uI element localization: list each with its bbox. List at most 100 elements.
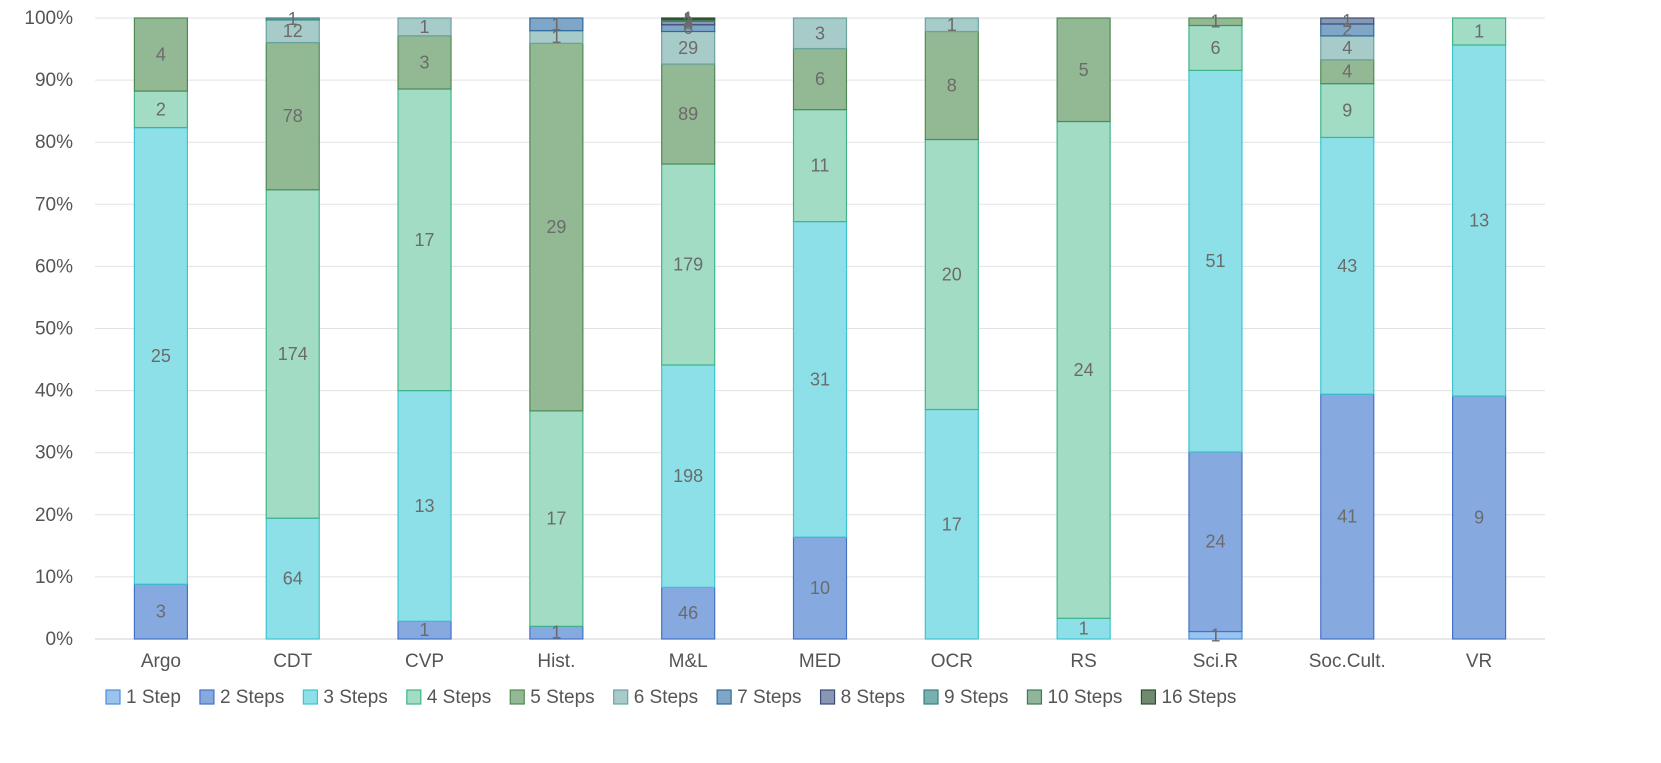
- bar-segment-ocr-3-steps: [924, 408, 979, 640]
- data-label-mandl-16-steps: 1: [683, 9, 693, 29]
- legend-item-3-steps: 3 Steps: [302, 687, 388, 708]
- data-label-hist-7-steps: 1: [551, 14, 561, 34]
- legend-item-2-steps: 2 Steps: [199, 687, 284, 708]
- data-label-sci-r-3-steps: 51: [1205, 251, 1225, 271]
- legend-swatch: [105, 689, 121, 705]
- bar-segment-sci-r-4-steps: [1188, 24, 1243, 71]
- data-label-vr-2-steps: 9: [1474, 508, 1484, 528]
- y-tick-label: 0%: [46, 629, 74, 650]
- data-label-argo-5-steps: 4: [156, 45, 166, 65]
- legend-item-7-steps: 7 Steps: [716, 687, 802, 708]
- data-label-sci-r-1-step: 1: [1210, 625, 1220, 645]
- data-label-rs-4-steps: 24: [1074, 360, 1094, 380]
- data-label-argo-3-steps: 25: [151, 346, 171, 366]
- bar-segment-argo-2-steps: [133, 583, 189, 640]
- data-label-ocr-5-steps: 8: [947, 76, 957, 96]
- bar-segment-vr-3-steps: [1451, 44, 1507, 397]
- x-tick-label-rs: RS: [1070, 651, 1096, 672]
- x-tick-label-argo: Argo: [141, 651, 181, 672]
- bar-segment-hist-4-steps: [529, 410, 584, 627]
- legend-item-5-steps: 5 Steps: [509, 687, 595, 708]
- y-tick-label: 50%: [35, 319, 73, 340]
- data-label-soc-cult-2-steps: 41: [1337, 507, 1357, 527]
- data-label-cdt-4-steps: 174: [278, 344, 308, 364]
- data-label-soc-cult-5-steps: 4: [1342, 62, 1352, 82]
- data-label-med-6-steps: 3: [815, 23, 825, 43]
- x-tick-label-hist: Hist.: [537, 651, 575, 672]
- legend-label: 16 Steps: [1161, 687, 1236, 708]
- legend-item-8-steps: 8 Steps: [819, 687, 905, 708]
- legend-swatch: [1026, 689, 1043, 705]
- data-label-mandl-7-steps: 6: [683, 18, 693, 38]
- legend-swatch: [406, 689, 422, 705]
- data-label-vr-3-steps: 13: [1469, 211, 1489, 231]
- y-tick-label: 30%: [35, 443, 73, 464]
- bar-segment-ocr-4-steps: [924, 138, 979, 411]
- data-label-cdt-9-steps: 1: [288, 9, 298, 29]
- data-label-cdt-5-steps: 78: [283, 106, 303, 126]
- data-label-mandl-6-steps: 29: [678, 38, 698, 58]
- legend-swatch: [509, 689, 525, 705]
- data-label-soc-cult-6-steps: 4: [1342, 38, 1352, 58]
- data-label-med-2-steps: 10: [810, 578, 830, 598]
- data-label-mandl-5-steps: 89: [678, 104, 698, 124]
- data-label-hist-4-steps: 17: [546, 509, 566, 529]
- bar-segment-hist-7-steps: [529, 17, 584, 32]
- bar-segment-ocr-5-steps: [924, 30, 979, 141]
- data-label-ocr-3-steps: 17: [942, 514, 962, 534]
- data-label-mandl-4-steps: 179: [673, 254, 703, 274]
- x-tick-label-mandl: M&L: [669, 651, 708, 672]
- data-label-mandl-8-steps: 3: [683, 13, 693, 33]
- legend: 1 Step 2 Steps 3 Steps 4 Steps 5 Steps 6 Step…: [105, 687, 1236, 708]
- y-tick-label: 40%: [35, 381, 73, 402]
- legend-swatch: [819, 689, 836, 705]
- legend-label: 4 Steps: [427, 687, 491, 708]
- data-label-sci-r-5-steps: 1: [1210, 12, 1220, 32]
- bar-segment-mandl-16-steps: [661, 17, 716, 20]
- bar-segment-cvp-4-steps: [397, 88, 452, 392]
- data-label-soc-cult-3-steps: 43: [1337, 256, 1357, 276]
- data-label-rs-3-steps: 1: [1079, 619, 1089, 639]
- data-label-ocr-4-steps: 20: [942, 265, 962, 285]
- y-tick-label: 20%: [35, 505, 73, 526]
- x-axis-category-labels: Argo CDT CVP Hist. M&L MED OCR RS Sci.R Soc.Cult.…: [141, 651, 1492, 672]
- data-label-cdt-3-steps: 64: [283, 569, 303, 589]
- bar-segment-med-6-steps: [792, 17, 848, 50]
- bar-segment-mandl-4-steps: [661, 163, 716, 366]
- bar-segment-soc-cult-8-steps: [1320, 17, 1375, 25]
- legend-label: 2 Steps: [220, 687, 284, 708]
- data-label-mandl-3-steps: 198: [673, 466, 703, 486]
- bar-segment-mandl-3-steps: [661, 364, 716, 588]
- data-label-sci-r-4-steps: 6: [1210, 38, 1220, 58]
- data-label-vr-4-steps: 1: [1474, 22, 1484, 42]
- legend-label: 3 Steps: [323, 687, 387, 708]
- bar-segment-sci-r-3-steps: [1188, 69, 1243, 453]
- legend-label: 7 Steps: [737, 687, 801, 708]
- data-label-hist-5-steps: 29: [546, 217, 566, 237]
- bar-segment-sci-r-5-steps: [1188, 17, 1243, 27]
- bar-segment-cvp-6-steps: [397, 17, 452, 37]
- data-labels: 3252464174781211131731117291146198179892…: [151, 9, 1489, 646]
- bar-segment-argo-5-steps: [133, 17, 189, 92]
- bar-segment-mandl-5-steps: [661, 63, 716, 165]
- legend-swatch: [716, 689, 732, 705]
- bar-segment-med-2-steps: [792, 536, 848, 640]
- legend-item-9-steps: 9 Steps: [923, 687, 1008, 708]
- data-label-sci-r-2-steps: 24: [1205, 532, 1225, 552]
- x-tick-label-sci-r: Sci.R: [1193, 651, 1238, 672]
- y-axis-tick-labels: 0% 10% 20% 30% 40% 50% 60% 70% 80% 90% 100%: [24, 8, 73, 650]
- data-label-argo-2-steps: 3: [156, 602, 166, 622]
- x-tick-label-med: MED: [799, 651, 841, 672]
- bar-segment-cvp-3-steps: [397, 390, 452, 622]
- data-label-mandl-9-steps: 1: [683, 11, 693, 31]
- bar-segment-hist-5-steps: [529, 42, 584, 412]
- data-label-hist-2-steps: 1: [551, 623, 561, 643]
- data-label-cvp-3-steps: 13: [415, 496, 435, 516]
- x-tick-label-cdt: CDT: [273, 651, 312, 672]
- legend-item-6-steps: 6 Steps: [613, 687, 698, 708]
- legend-swatch: [613, 689, 629, 705]
- data-label-med-5-steps: 6: [815, 69, 825, 89]
- data-label-argo-4-steps: 2: [156, 99, 166, 119]
- y-tick-label: 80%: [35, 132, 73, 153]
